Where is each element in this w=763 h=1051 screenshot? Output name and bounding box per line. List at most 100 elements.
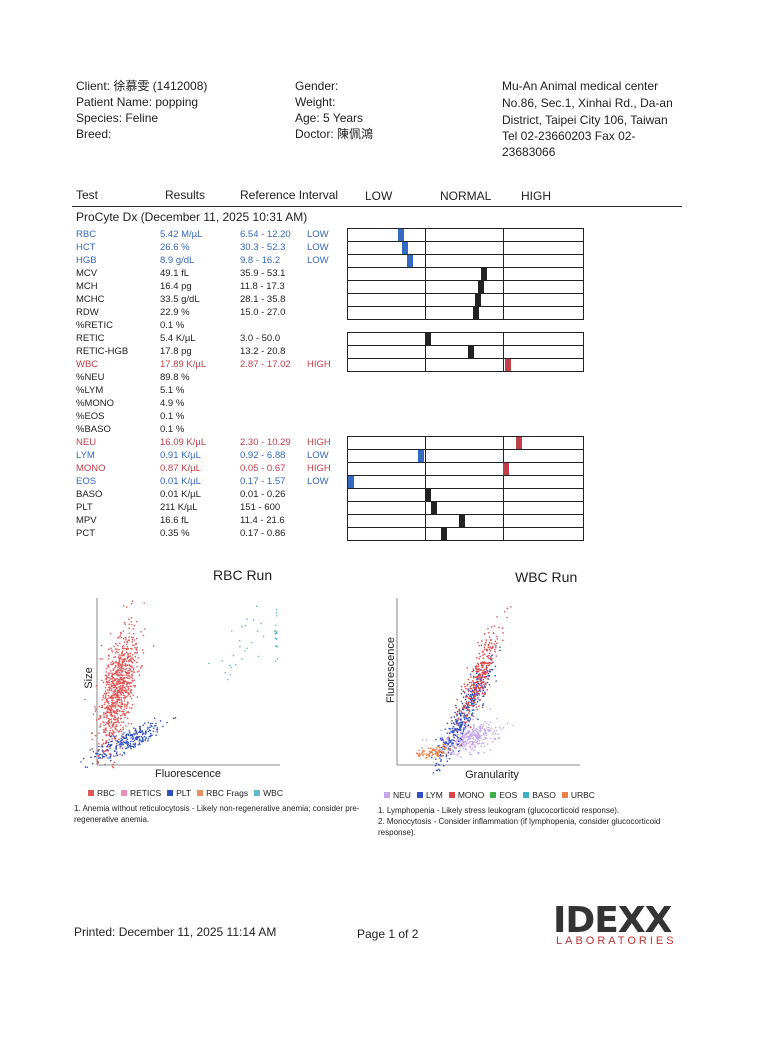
dot <box>134 643 137 646</box>
dot <box>121 650 124 653</box>
dot <box>461 721 463 723</box>
dot <box>112 686 115 689</box>
dot <box>473 729 476 732</box>
dot <box>97 755 100 757</box>
result: 0.35 % <box>160 528 190 539</box>
dot <box>120 631 122 634</box>
reference: 11.8 - 17.3 <box>240 281 285 292</box>
dot <box>109 729 112 732</box>
reference: 2.87 - 17.02 <box>240 359 291 370</box>
dot <box>468 681 471 684</box>
dot <box>129 691 132 694</box>
client: Client: 徐慕雯 (1412008) <box>76 79 208 93</box>
gauge-marker <box>398 229 404 241</box>
dot <box>114 666 116 669</box>
dot <box>113 721 115 724</box>
dot <box>117 673 119 676</box>
dot <box>464 747 467 750</box>
section-title: ProCyte Dx (December 11, 2025 10:31 AM) <box>76 210 308 224</box>
dot <box>448 738 450 741</box>
dot <box>121 754 124 756</box>
dot <box>115 643 117 645</box>
dot <box>96 760 99 762</box>
dot <box>117 696 119 699</box>
dot <box>471 702 474 705</box>
dot <box>481 692 484 695</box>
dot <box>114 685 117 687</box>
dot <box>474 732 476 734</box>
dot <box>132 669 135 671</box>
dot <box>121 747 124 750</box>
reference: 151 - 600 <box>240 502 281 513</box>
dot <box>497 736 500 739</box>
dot <box>125 734 127 737</box>
result: 4.9 % <box>160 398 185 409</box>
dot <box>126 640 129 643</box>
gauge-divider <box>425 268 426 280</box>
dot <box>114 716 116 719</box>
clinic-line: Tel 02-23660203 Fax 02- <box>502 129 636 143</box>
dot <box>110 707 112 709</box>
dot <box>488 669 491 671</box>
dot <box>467 717 470 719</box>
dot <box>126 705 128 707</box>
dot <box>442 752 445 754</box>
dot <box>477 733 480 736</box>
dot <box>119 753 121 756</box>
dot <box>489 708 492 710</box>
dot <box>471 679 474 682</box>
dot <box>131 638 134 641</box>
dot <box>127 671 130 674</box>
dot <box>117 670 119 673</box>
reference: 28.1 - 35.8 <box>240 294 286 305</box>
dot <box>464 685 466 688</box>
dot <box>425 756 428 759</box>
dot <box>462 739 464 741</box>
dot <box>108 707 110 710</box>
dot <box>118 636 120 639</box>
header-rule <box>72 206 682 207</box>
dot <box>136 670 139 673</box>
dot <box>502 639 504 642</box>
dot <box>116 693 119 696</box>
dot <box>486 732 488 735</box>
dot <box>436 769 439 772</box>
dot <box>476 678 479 681</box>
dot <box>128 636 130 638</box>
gauge-divider <box>425 281 426 293</box>
dot <box>125 695 128 698</box>
dot <box>84 698 86 701</box>
gauge-divider <box>425 346 426 358</box>
dot <box>123 647 125 650</box>
dot <box>123 674 125 676</box>
dot <box>485 639 488 641</box>
dot <box>105 717 108 719</box>
dot <box>262 635 265 638</box>
dot <box>124 706 126 708</box>
dot <box>113 750 116 752</box>
dot <box>482 725 484 728</box>
dot <box>473 676 475 679</box>
dot <box>122 710 125 713</box>
dot <box>129 682 132 684</box>
dot <box>114 718 117 721</box>
reference: 9.8 - 16.2 <box>240 255 281 266</box>
dot <box>274 632 277 634</box>
dot <box>502 632 504 634</box>
dot <box>103 724 105 727</box>
dot <box>492 733 494 735</box>
result: 16.09 K/µL <box>160 437 207 448</box>
dot <box>112 690 115 693</box>
dot <box>108 655 110 657</box>
dot <box>122 728 124 731</box>
column-header: HIGH <box>521 189 551 203</box>
dot <box>116 702 118 705</box>
dot <box>476 751 479 754</box>
dot <box>119 687 122 690</box>
result: 5.4 K/µL <box>160 333 196 344</box>
dot <box>480 745 483 748</box>
dot <box>153 727 155 729</box>
dot <box>107 680 109 683</box>
dot <box>465 741 467 744</box>
dot <box>113 656 115 659</box>
